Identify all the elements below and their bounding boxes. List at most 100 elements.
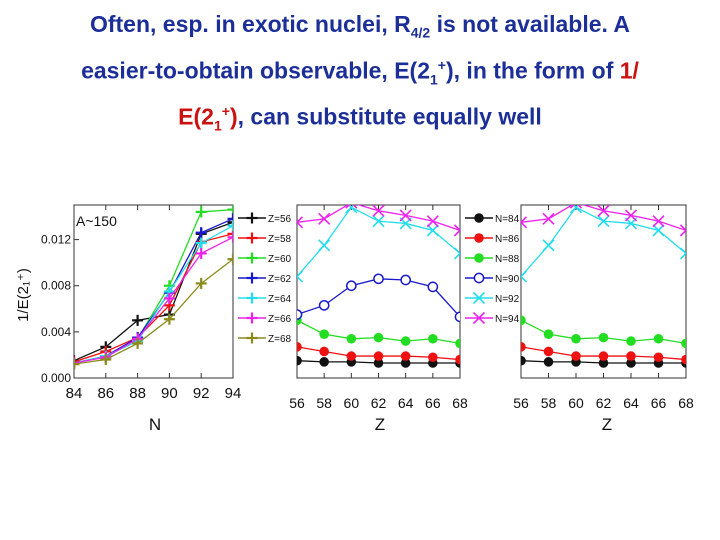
chart3-data-point-b (652, 224, 665, 237)
chart2-data-point (346, 333, 357, 344)
chart3-data-point-dot (653, 352, 664, 363)
chart2-data-point (319, 357, 329, 367)
chart2-data-point-a (352, 205, 358, 209)
chart2-data-point-dot (297, 342, 302, 352)
chart3-data-point (679, 247, 686, 260)
chart2-data-point (373, 351, 384, 361)
chart2-data-point-b (426, 224, 439, 237)
chart2-data-point-a (453, 247, 460, 255)
chart3-data-point (571, 333, 581, 344)
chart1-x-tick-label: 90 (161, 385, 178, 402)
chart2-data-point-dot (400, 358, 411, 368)
chart1-y-tick-label: 0.004 (41, 325, 71, 339)
chart3-data-point (569, 205, 583, 214)
chart2-data-point (345, 205, 358, 214)
chart1-data-point (227, 228, 233, 240)
chart3-data-point (521, 315, 526, 326)
chart3-data-point-dot (543, 357, 554, 367)
chart2-series-2 (297, 342, 460, 365)
chart3-data-point (681, 354, 686, 365)
chart3-data-point-b (521, 270, 528, 278)
chart3-data-point (542, 239, 555, 252)
chart2-data-point-ring (454, 311, 460, 323)
chart3-data-point (597, 215, 610, 228)
chart2-data-point (345, 280, 357, 292)
chart3-data-point-dot (543, 346, 554, 357)
chart1-data-point (100, 354, 112, 366)
chart2-legend: N=84 N=86 N=88 N=90 N=92 N=94 (465, 213, 520, 325)
chart1-annotation: A~150 (76, 213, 117, 229)
chart3-data-point (571, 351, 581, 361)
chart2-data-point (297, 355, 302, 366)
chart2-x-tick-label: 64 (398, 395, 414, 411)
chart2-data-point (318, 299, 330, 311)
chart3-data-point (521, 342, 526, 352)
chart2-data-point (346, 351, 357, 361)
chart3-data-point-dot (626, 358, 636, 368)
chart3-x-tick-label: 58 (541, 395, 557, 411)
chart3-data-point-b (542, 239, 555, 252)
chart2-data-point-b (345, 205, 355, 214)
chart2-data-point (400, 274, 412, 286)
chart1-legend-marker (246, 212, 258, 224)
chart3-series-3 (521, 315, 686, 349)
chart2-legend-marker (472, 311, 486, 325)
title-line-3: E(21+), can substitute equally well (0, 95, 720, 141)
chart2-data-point (319, 346, 329, 357)
chart1-y-tick-label: 0.008 (41, 279, 71, 293)
chart2-data-point (372, 205, 385, 217)
chart3-data-point (521, 216, 528, 229)
title-line-1: Often, esp. in exotic nuclei, R4/2 is no… (0, 8, 720, 49)
chart1-data-point (227, 213, 233, 225)
chart2-data-point (454, 311, 460, 323)
chart2-data-point-dot (373, 332, 384, 343)
chart1-legend-marker (246, 232, 258, 244)
chart2-data-point-dot (428, 352, 438, 363)
chart2-data-point (426, 224, 439, 237)
chart3-data-point-b (679, 229, 686, 237)
chart2-data-point-b (297, 216, 304, 224)
chart3-data-point (598, 351, 609, 361)
chart1-legend-marker (246, 292, 258, 304)
chart2-data-point-dot (455, 354, 460, 365)
chart2-data-point-dot (400, 336, 411, 346)
chart3-series-4 (521, 205, 686, 283)
chart3-data-point-b (679, 252, 686, 260)
chart1-x-tick-label: 92 (193, 385, 210, 402)
chart1-x-tick-label: 84 (66, 385, 83, 402)
chart2-x-tick-label: 66 (425, 395, 441, 411)
chart3-data-point (543, 357, 554, 367)
chart2-legend-marker (474, 253, 484, 263)
chart2-data-point (373, 332, 384, 343)
chart3-data-point (521, 355, 526, 366)
chart2-data-point-ring (318, 299, 330, 311)
chart2-legend-marker (474, 233, 484, 243)
chart2-data-point (428, 352, 438, 363)
chart2-data-point-ring (373, 273, 384, 285)
chart3-data-point (542, 212, 555, 225)
chart2-data-point-a (453, 224, 460, 232)
chart1-legend-marker (246, 272, 258, 284)
chart3-data-point (543, 329, 554, 339)
chart1-legend-marker (246, 332, 258, 344)
chart2-data-point (399, 209, 412, 222)
chart2-data-point-b (453, 229, 460, 237)
chart2-series-4 (297, 273, 460, 323)
chart2-data-point-dot (346, 351, 357, 361)
chart2-data-point-dot (400, 351, 411, 361)
chart2-x-tick-label: 62 (371, 395, 387, 411)
chart2-data-point-b (399, 209, 412, 222)
chart2-data-point (455, 354, 460, 365)
chart2-legend-label: N=90 (495, 274, 520, 285)
title-text: easier-to-obtain observable, E(2 (81, 57, 430, 84)
chart2-legend-marker-b (472, 311, 486, 325)
title-text: Often, esp. in exotic nuclei, R (89, 11, 411, 37)
chart1-data-point (227, 205, 233, 216)
chart2-legend-marker (473, 272, 485, 284)
chart1-x-axis-label: N (149, 415, 161, 434)
title-highlight-superscript: + (221, 102, 230, 119)
chart2-data-point (297, 216, 304, 229)
chart3-data-point (626, 336, 636, 346)
chart3-data-point (652, 224, 665, 237)
